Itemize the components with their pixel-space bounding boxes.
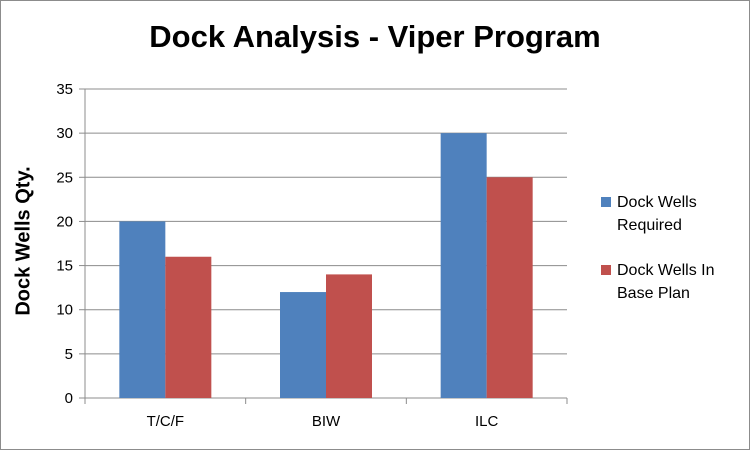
legend-item-required: Dock Wells Required xyxy=(599,191,739,237)
legend-label-line: Dock Wells In xyxy=(617,262,715,279)
legend: Dock Wells Required Dock Wells In Base P… xyxy=(599,191,739,327)
y-tick-label: 25 xyxy=(56,169,73,186)
y-tick-label: 0 xyxy=(65,390,73,407)
chart-title: Dock Analysis - Viper Program xyxy=(149,19,601,54)
y-tick-label: 30 xyxy=(56,125,73,142)
y-axis-label: Dock Wells Qty. xyxy=(12,166,35,316)
x-tick-label: BIW xyxy=(312,413,341,430)
bar-required xyxy=(440,133,487,398)
legend-swatch-required xyxy=(601,197,611,207)
legend-label-line: Dock Wells xyxy=(617,194,697,211)
y-tick-label: 15 xyxy=(56,258,73,275)
bar-base-plan xyxy=(165,256,212,398)
legend-label-line: Required xyxy=(617,217,682,234)
legend-label-base-plan: Dock Wells In Base Plan xyxy=(617,259,727,305)
y-tick-label: 10 xyxy=(56,302,73,319)
bar-required xyxy=(119,221,166,398)
y-tick-label: 20 xyxy=(56,213,73,230)
x-tick-label: T/C/F xyxy=(147,413,185,430)
x-tick-label: ILC xyxy=(475,413,499,430)
bar-base-plan xyxy=(486,177,533,398)
legend-label-line: Base Plan xyxy=(617,285,690,302)
bar-required xyxy=(280,292,326,398)
bar-base-plan xyxy=(326,274,372,398)
legend-label-required: Dock Wells Required xyxy=(617,191,727,237)
legend-item-base-plan: Dock Wells In Base Plan xyxy=(599,259,739,305)
y-tick-label: 5 xyxy=(65,346,73,363)
legend-swatch-base-plan xyxy=(601,265,611,275)
y-tick-label: 35 xyxy=(56,81,73,98)
